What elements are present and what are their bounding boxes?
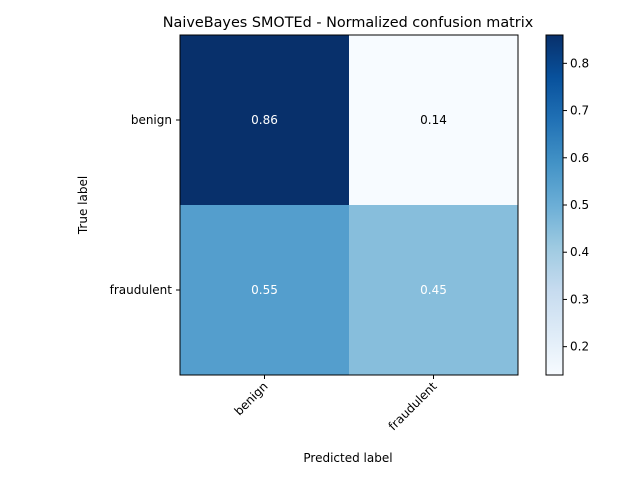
x-axis-label: Predicted label (303, 451, 392, 465)
y-axis-ticks: benign fraudulent (110, 113, 180, 297)
colorbar (545, 34, 564, 376)
heatmap-cell (349, 205, 518, 375)
colorbar-tick-label: 0.2 (570, 340, 589, 354)
y-tick-label: benign (131, 113, 172, 127)
cell-value-label: 0.86 (251, 113, 278, 127)
cell-value-label: 0.45 (420, 283, 447, 297)
heatmap-cell (180, 35, 349, 205)
x-tick-label: benign (232, 379, 271, 418)
cell-value-label: 0.14 (420, 113, 447, 127)
colorbar-tick-label: 0.7 (570, 104, 589, 118)
cell-value-label: 0.55 (251, 283, 278, 297)
y-axis-label: True label (76, 176, 90, 235)
colorbar-tick-label: 0.6 (570, 151, 589, 165)
colorbar-tick-label: 0.5 (570, 198, 589, 212)
x-tick-label: fraudulent (386, 379, 440, 433)
y-tick-label: fraudulent (110, 283, 173, 297)
colorbar-tick-label: 0.4 (570, 245, 589, 259)
heatmap-cell (180, 205, 349, 375)
x-axis-ticks: benign fraudulent (232, 375, 440, 433)
colorbar-tick-label: 0.8 (570, 56, 589, 70)
chart-title: NaiveBayes SMOTEd - Normalized confusion… (163, 15, 534, 31)
colorbar-tick-label: 0.3 (570, 292, 589, 306)
cell-value-labels: 0.86 0.14 0.55 0.45 (251, 113, 447, 297)
plot-frame (179, 34, 519, 376)
heatmap-cells (180, 35, 518, 375)
heatmap-cell (349, 35, 518, 205)
colorbar-ticks: 0.2 0.3 0.4 0.5 0.6 0.7 0.8 (563, 56, 589, 354)
